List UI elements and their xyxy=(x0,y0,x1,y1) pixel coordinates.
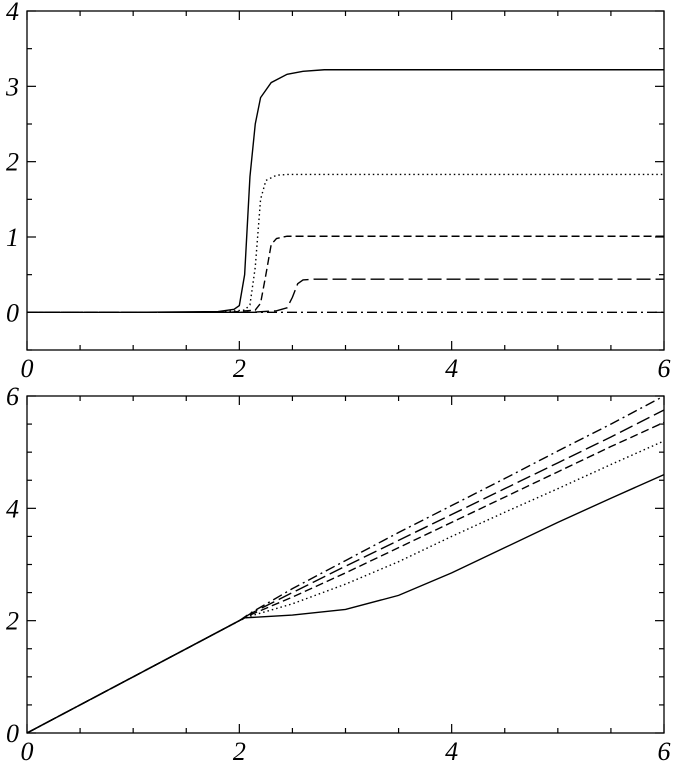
series-line-dash-dot xyxy=(26,395,665,734)
plot-frame xyxy=(26,10,665,351)
y-tick-label: 1 xyxy=(6,223,19,252)
x-tick-label: 4 xyxy=(445,737,458,766)
y-tick-label: 4 xyxy=(6,0,19,26)
series-line-long-dashed xyxy=(26,409,665,734)
x-tick-label: 0 xyxy=(21,354,34,383)
x-tick-label: 2 xyxy=(233,354,246,383)
y-tick-label: 2 xyxy=(6,607,19,636)
x-tick-label: 0 xyxy=(21,737,34,766)
x-tick-label: 6 xyxy=(658,354,671,383)
y-tick-label: 2 xyxy=(6,148,19,177)
x-tick-label: 6 xyxy=(658,737,671,766)
x-tick-label: 4 xyxy=(445,354,458,383)
y-tick-label: 6 xyxy=(6,382,19,411)
series-line-dotted xyxy=(26,440,665,734)
series-line-solid xyxy=(26,473,665,734)
series-line-dashed xyxy=(26,421,665,734)
x-tick-label: 2 xyxy=(233,737,246,766)
bottom-panel: 0 2 4 6 0 2 4 6 xyxy=(6,382,671,766)
y-tick-label: 3 xyxy=(5,72,19,101)
series-line-solid xyxy=(27,69,664,314)
top-panel: 0 2 4 6 0 1 2 3 4 xyxy=(5,0,671,383)
series-line-dotted xyxy=(27,173,664,314)
series-line-long-dashed xyxy=(27,278,664,314)
series-line-dashed xyxy=(27,235,664,314)
y-tick-label: 4 xyxy=(6,494,19,523)
y-tick-label: 0 xyxy=(6,719,19,748)
y-tick-label: 0 xyxy=(6,298,19,327)
